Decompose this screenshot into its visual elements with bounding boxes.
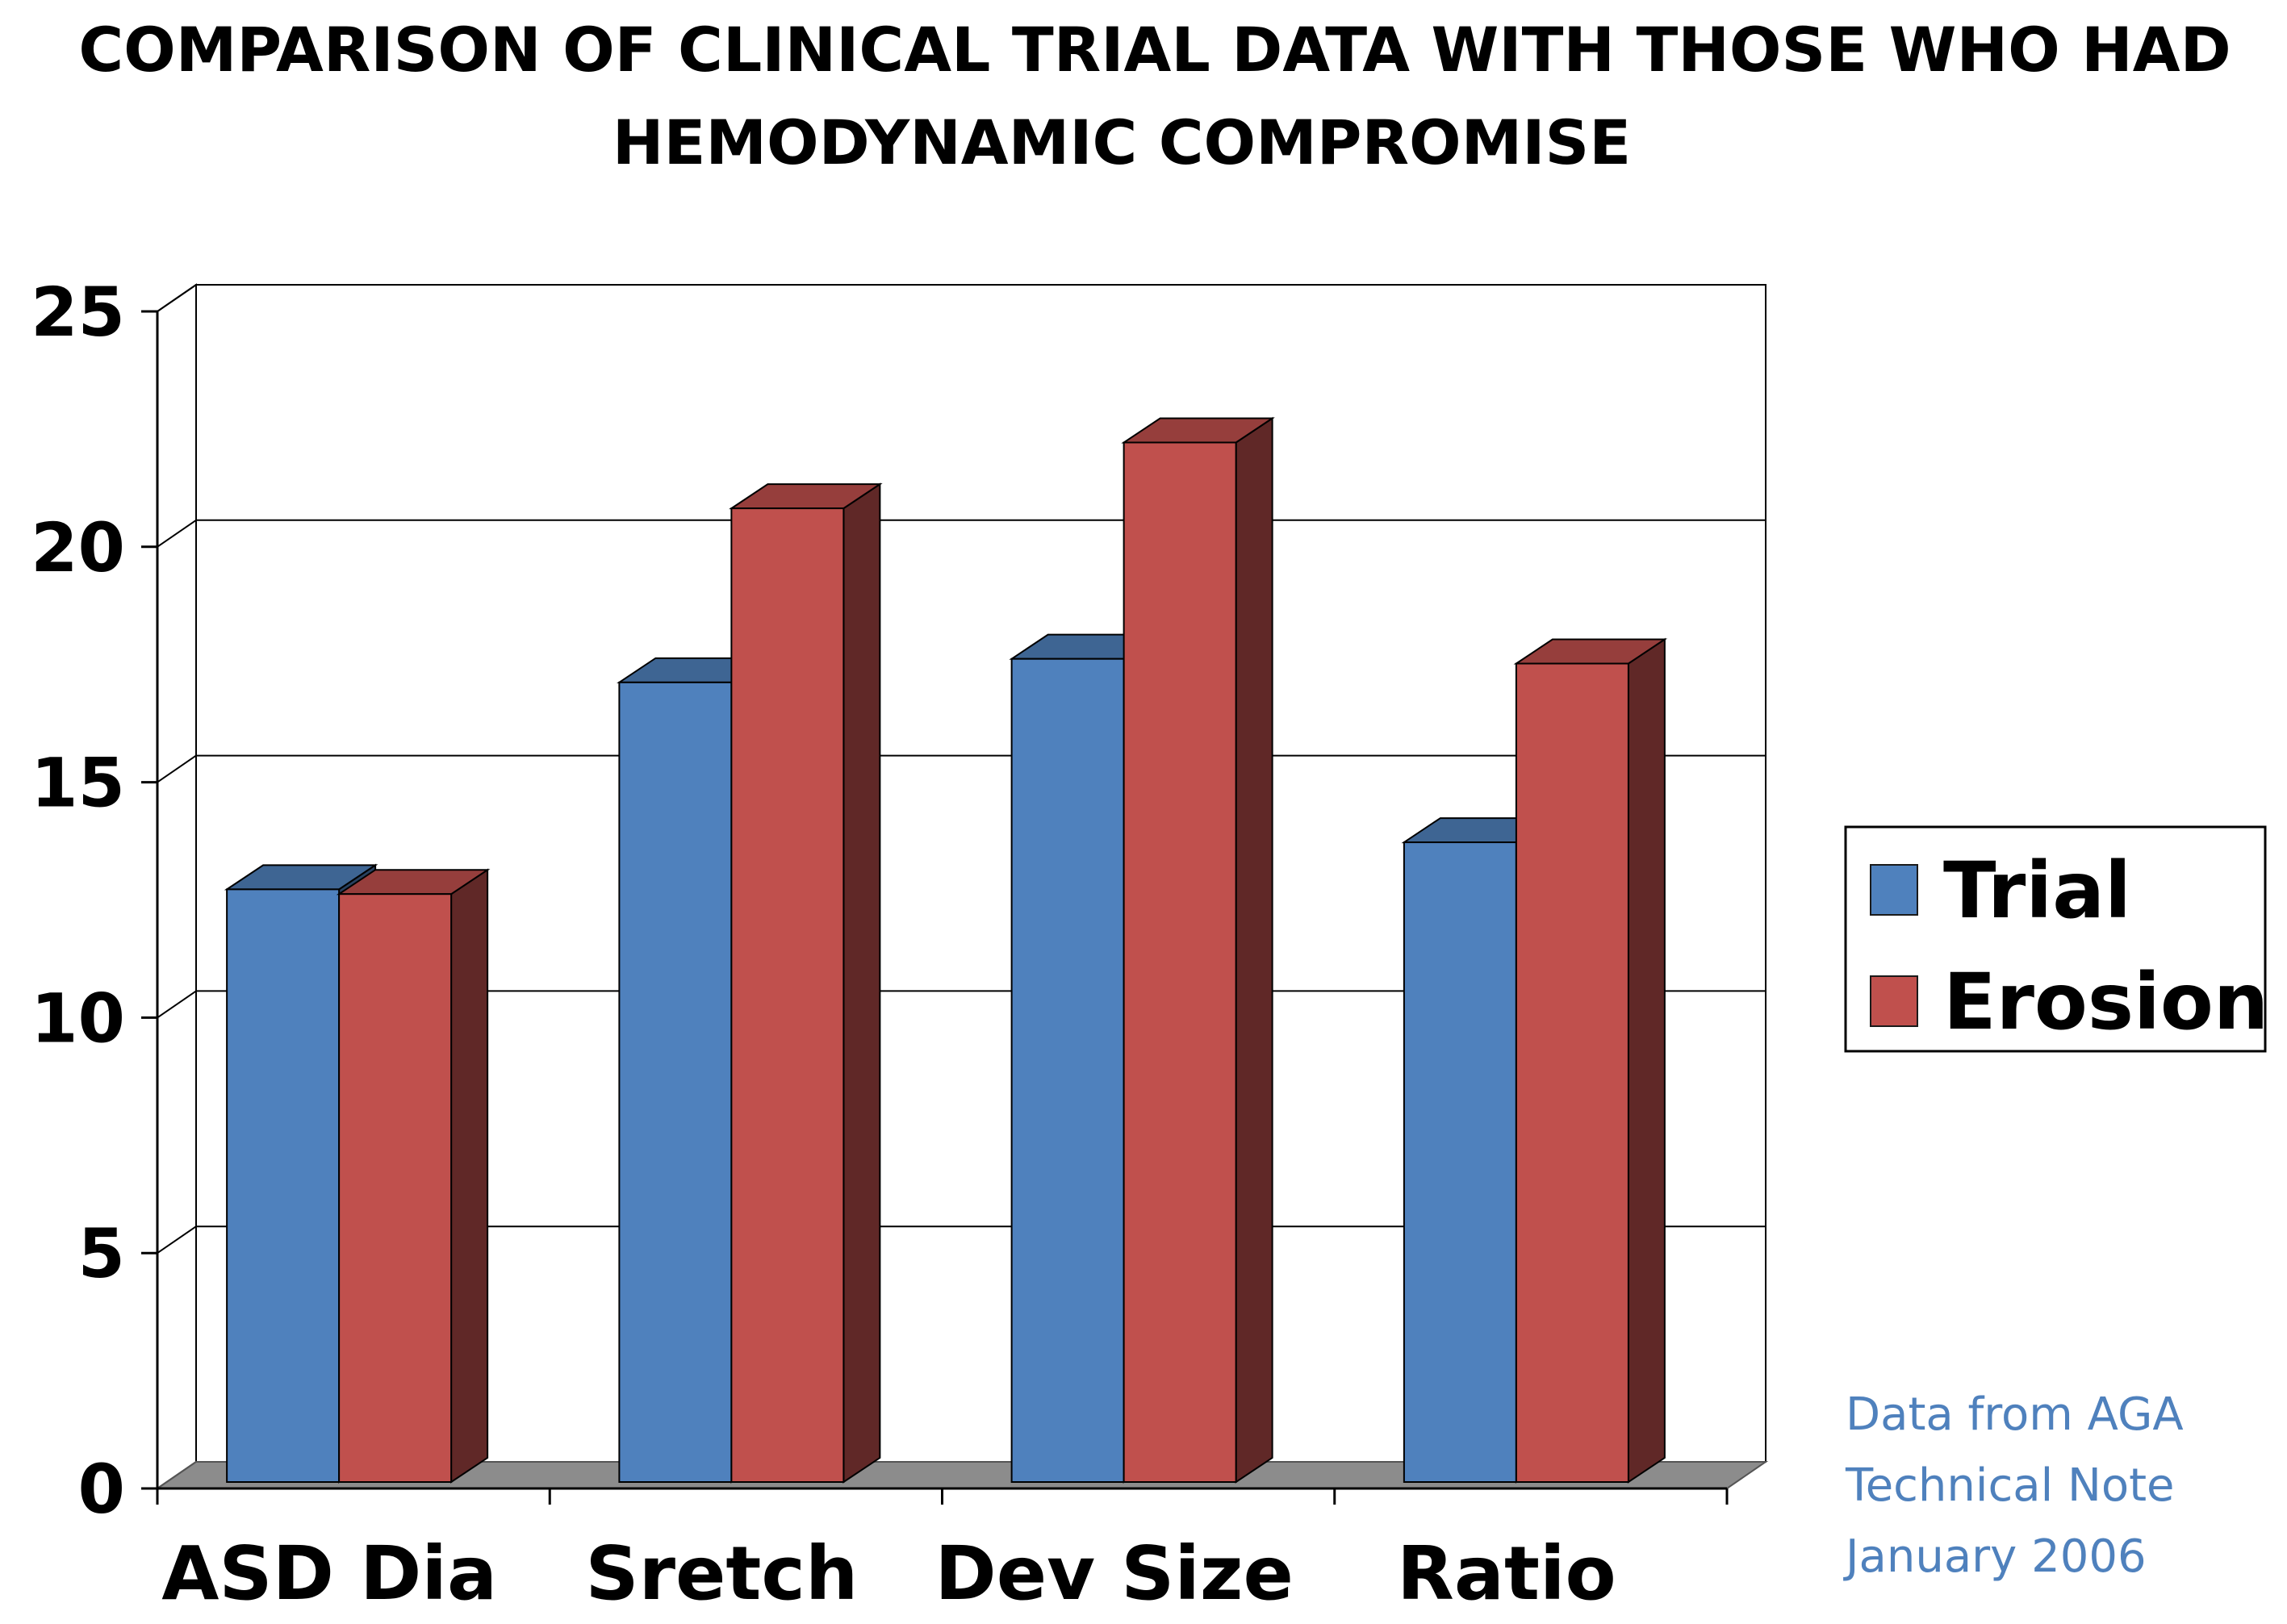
y-tick-label-10: 10 bbox=[31, 979, 125, 1058]
bar-trial-ratio-front bbox=[1403, 841, 1517, 1483]
bar-erosion-sretch-side bbox=[842, 482, 881, 1484]
bar-erosion-dev-size-side bbox=[1235, 416, 1273, 1484]
source-note-line-1: Data from AGA bbox=[1846, 1388, 2184, 1441]
bar-erosion-sretch bbox=[729, 482, 883, 1484]
axes bbox=[141, 310, 1729, 1505]
bar-erosion-asd-dia-side bbox=[450, 868, 489, 1484]
y-tick-label-25: 25 bbox=[31, 273, 125, 352]
gridline-side-3 bbox=[157, 754, 197, 783]
side-wall bbox=[157, 283, 197, 1490]
source-note-line-3: January 2006 bbox=[1843, 1530, 2147, 1583]
bar-erosion-dev-size-front bbox=[1123, 441, 1237, 1484]
x-label-dev-size: Dev Size bbox=[934, 1530, 1294, 1617]
bar-trial-sretch-front bbox=[618, 681, 733, 1483]
y-tick-label-0: 0 bbox=[78, 1450, 125, 1529]
bar-erosion-dev-size bbox=[1121, 416, 1275, 1484]
bar-erosion-asd-dia bbox=[336, 868, 491, 1484]
source-note-line-2: Technical Note bbox=[1845, 1459, 2175, 1512]
bar-erosion-ratio bbox=[1513, 637, 1668, 1484]
bars bbox=[224, 416, 1668, 1484]
chart-title-line-2: HEMODYNAMIC COMPROMISE bbox=[613, 106, 1631, 178]
bar-trial-dev-size-front bbox=[1010, 658, 1125, 1483]
bar-erosion-ratio-front bbox=[1515, 662, 1629, 1483]
chart-title: COMPARISON OF CLINICAL TRIAL DATA WITH T… bbox=[78, 14, 2231, 178]
legend-swatch-erosion bbox=[1870, 975, 1918, 1027]
source-note: Data from AGA Technical Note January 200… bbox=[1843, 1388, 2184, 1583]
gridline-side-4 bbox=[157, 519, 197, 548]
legend-label-trial: Trial bbox=[1943, 845, 2131, 936]
bar-erosion-ratio-side bbox=[1627, 637, 1666, 1484]
gridline-side-5 bbox=[157, 284, 197, 312]
x-category-labels: ASD Dia Sretch Dev Size Ratio bbox=[161, 1530, 1616, 1617]
x-label-asd-dia: ASD Dia bbox=[161, 1530, 497, 1617]
legend-swatch-trial bbox=[1870, 864, 1918, 916]
legend: Trial Erosion bbox=[1844, 825, 2268, 1053]
chart-title-line-1: COMPARISON OF CLINICAL TRIAL DATA WITH T… bbox=[78, 14, 2231, 86]
y-tick-label-5: 5 bbox=[78, 1214, 125, 1293]
bar-erosion-asd-dia-front bbox=[338, 893, 453, 1483]
gridline-side-1 bbox=[157, 1225, 197, 1255]
bar-trial-asd-dia-front bbox=[226, 888, 341, 1483]
y-tick-labels: 0 5 10 15 20 25 bbox=[31, 273, 125, 1529]
y-tick-label-20: 20 bbox=[31, 508, 125, 587]
x-label-sretch: Sretch bbox=[585, 1530, 858, 1617]
bar-erosion-sretch-front bbox=[730, 507, 845, 1483]
y-tick-label-15: 15 bbox=[31, 744, 125, 823]
x-label-ratio: Ratio bbox=[1397, 1530, 1616, 1617]
legend-label-erosion: Erosion bbox=[1943, 957, 2268, 1047]
gridline-side-2 bbox=[157, 990, 197, 1019]
